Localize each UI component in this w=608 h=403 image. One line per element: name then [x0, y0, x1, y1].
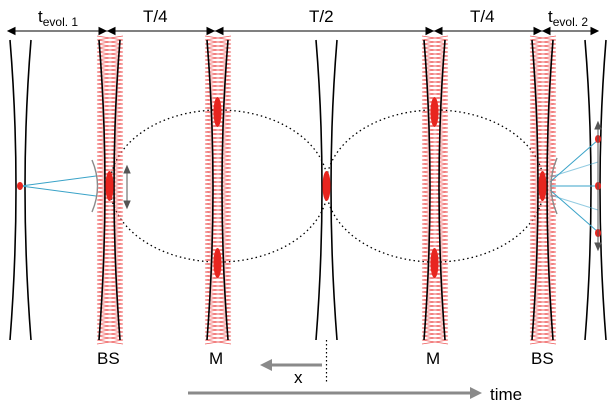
atom-cloud-mirror-left-upper: [213, 97, 222, 127]
top-timeline: [6, 26, 600, 36]
atom-cloud-mirror-left-lower: [213, 248, 222, 278]
traps: [9, 39, 607, 341]
mirror-left-label: M: [209, 349, 223, 368]
trap-beam-splitter-right: [531, 39, 554, 341]
position-axis-label: x: [294, 368, 303, 387]
trap-final: [584, 39, 607, 341]
trap-mirror-left: [206, 39, 229, 341]
time-axis-label: time: [490, 385, 522, 403]
timeline-arrowheads: [6, 26, 600, 36]
quarter-period-right-label: T/4: [470, 7, 495, 26]
lenses: [91, 157, 558, 215]
quarter-period-left-label: T/4: [143, 7, 168, 26]
imaging-beams: [20, 139, 599, 233]
laser-pulse-mirror-left-b: [204, 35, 232, 345]
atom-cloud-initial: [17, 182, 23, 190]
displacement-arrows: [123, 120, 602, 252]
trap-mirror-right: [423, 39, 446, 341]
atom-clouds: [17, 97, 601, 278]
mirror-right-label: M: [426, 349, 440, 368]
lens-left: [91, 159, 99, 213]
trap-beam-splitter-left: [98, 39, 121, 341]
atom-cloud-mirror-right-upper: [430, 97, 439, 127]
position-axis-arrow: [260, 359, 322, 371]
laser-pulse-mirror-right-b: [421, 35, 449, 345]
lens-right: [550, 157, 558, 215]
t-evol-1-label: tevol. 1: [38, 7, 78, 29]
time-axis-arrow: [188, 387, 482, 399]
atom-cloud-bs-right: [538, 171, 547, 201]
t-evol-2-label: tevol. 2: [548, 7, 588, 29]
atom-cloud-center: [322, 171, 331, 201]
atom-cloud-bs-left: [105, 171, 114, 201]
trap-initial: [9, 39, 32, 341]
beam-splitter-left-label: BS: [97, 349, 120, 368]
half-period-label: T/2: [309, 7, 334, 26]
beam-splitter-right-label: BS: [531, 349, 554, 368]
trap-center: [315, 39, 338, 341]
atom-cloud-mirror-right-lower: [430, 248, 439, 278]
